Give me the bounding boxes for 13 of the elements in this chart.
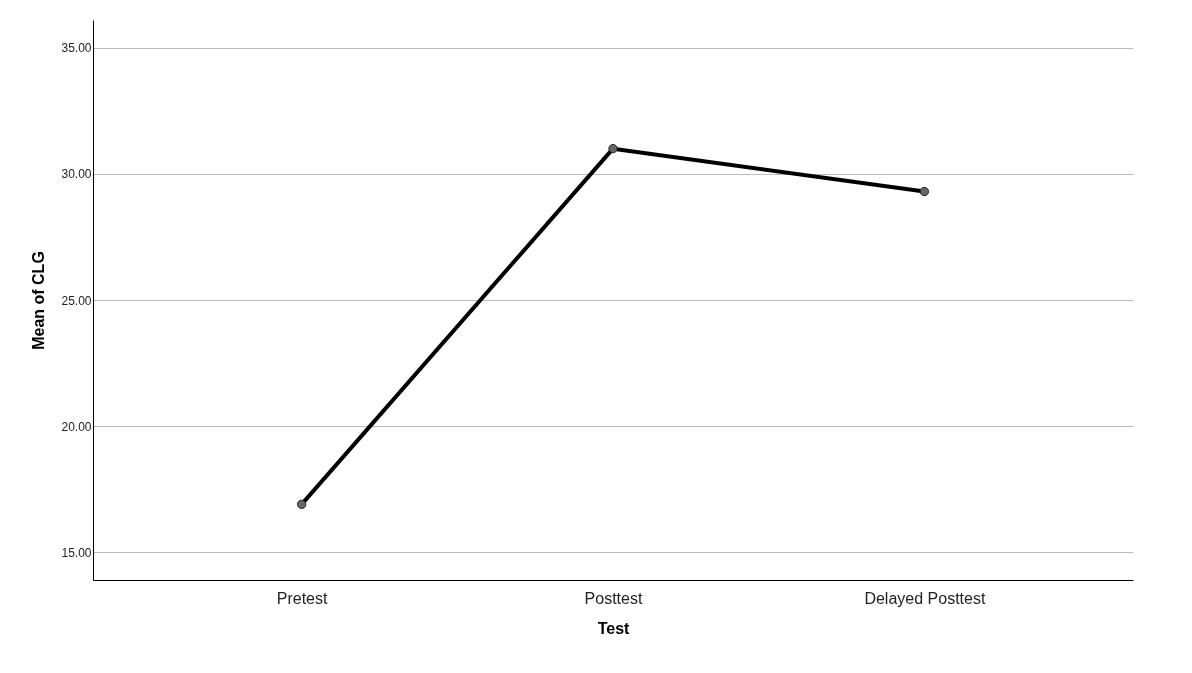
point <box>296 499 307 509</box>
point <box>919 186 930 197</box>
y-tick-label: 25.00 <box>61 293 92 308</box>
x-axis-title: Test <box>597 619 631 637</box>
y-tick-label: 30.00 <box>61 167 92 182</box>
y-tick-label: 20.00 <box>61 419 92 434</box>
x-tick-label: Pretest <box>276 589 329 607</box>
y-axis-title: Mean of CLG <box>30 251 48 350</box>
y-tick-label: 35.00 <box>61 41 92 56</box>
x-tick-label: Delayed Posttest <box>864 589 986 607</box>
y-tick-label: 15.00 <box>61 545 92 560</box>
x-tick-label: Posttest <box>584 589 643 607</box>
point <box>608 143 618 154</box>
